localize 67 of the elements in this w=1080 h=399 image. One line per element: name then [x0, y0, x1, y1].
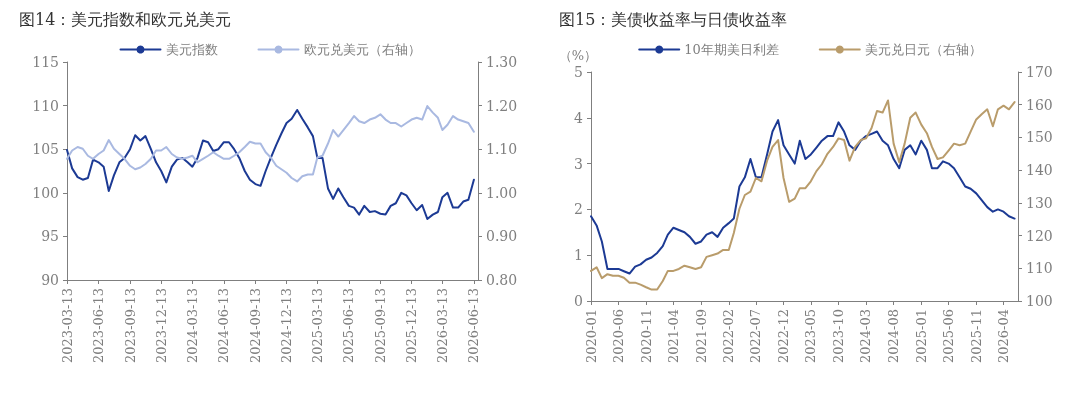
y2-tick-label: 1.00	[486, 184, 518, 201]
y-tick-label: 115	[32, 54, 59, 70]
y-tick-label: 5	[574, 64, 583, 80]
legend-label: 美元兑日元（右轴）	[864, 42, 982, 57]
line-series	[590, 99, 1016, 291]
x-tick-label: 2024-03	[858, 309, 874, 364]
x-tick-label: 2024-06-13	[216, 288, 232, 363]
y2-tick-label: 150	[1026, 129, 1053, 146]
x-tick-label: 2025-01	[913, 309, 929, 364]
y-tick-label: 2	[574, 201, 583, 218]
y-tick-label: 90	[41, 272, 59, 288]
x-tick-label: 2025-12-13	[404, 288, 420, 363]
y2-tick-label: 0.90	[486, 228, 518, 245]
x-tick-label: 2023-09-13	[122, 288, 138, 363]
x-tick-label: 2024-08	[886, 309, 902, 364]
y-tick-label: 100	[32, 184, 59, 201]
y2-tick-label: 0.80	[486, 272, 518, 288]
x-tick-label: 2024-03-13	[184, 288, 200, 363]
x-tick-label: 2021-04	[665, 309, 681, 364]
y2-tick-label: 120	[1026, 227, 1053, 244]
chart-title: 图15：美债收益率与日债收益率	[559, 9, 788, 29]
x-tick-label: 2025-06	[941, 309, 957, 364]
x-tick-label: 2022-02	[721, 309, 737, 364]
y-tick-label: 0	[574, 293, 583, 309]
line-series	[66, 108, 475, 220]
x-tick-label: 2023-10	[830, 309, 846, 364]
x-tick-label: 2023-03-13	[59, 288, 75, 363]
y2-tick-label: 1.10	[486, 141, 518, 158]
x-tick-label: 2022-12	[776, 309, 792, 364]
x-tick-label: 2025-09-13	[372, 288, 388, 363]
y-tick-label: 3	[574, 155, 583, 172]
y2-tick-label: 160	[1026, 96, 1053, 113]
x-tick-label: 2025-11	[968, 309, 984, 364]
legend-label: 欧元兑美元（右轴）	[303, 42, 421, 57]
x-tick-label: 2022-07	[748, 309, 764, 364]
y-tick-label: 105	[32, 141, 59, 158]
y2-tick-label: 100	[1026, 293, 1053, 309]
x-tick-label: 2026-06-13	[466, 288, 482, 363]
x-tick-label: 2025-03-13	[309, 288, 325, 363]
line-series	[66, 105, 475, 183]
x-tick-label: 2023-06-13	[91, 288, 107, 363]
x-tick-label: 2023-05	[803, 309, 819, 364]
y2-tick-label: 1.20	[486, 97, 518, 114]
line-series	[590, 119, 1016, 275]
x-tick-label: 2020-01	[583, 309, 599, 364]
y-tick-label: 1	[574, 247, 583, 264]
y2-tick-label: 1.30	[486, 54, 518, 70]
y-tick-label: 110	[32, 97, 59, 114]
y2-tick-label: 140	[1026, 162, 1053, 179]
x-tick-label: 2026-04	[996, 309, 1012, 364]
x-tick-label: 2024-12-13	[279, 288, 295, 363]
legend-label: 美元指数	[165, 42, 218, 57]
y2-tick-label: 130	[1026, 194, 1053, 211]
y-axis-title: （%）	[558, 48, 597, 63]
chart-title: 图14：美元指数和欧元兑美元	[19, 9, 232, 29]
y2-tick-label: 110	[1026, 260, 1053, 277]
x-tick-label: 2021-09	[693, 309, 709, 364]
x-tick-label: 2025-06-13	[341, 288, 357, 363]
x-tick-label: 2020-06	[610, 309, 626, 364]
x-tick-label: 2026-03-13	[434, 288, 450, 363]
y2-tick-label: 170	[1026, 64, 1053, 80]
x-tick-label: 2024-09-13	[247, 288, 263, 363]
y-tick-label: 4	[574, 109, 584, 126]
x-tick-label: 2020-11	[638, 309, 654, 364]
x-tick-label: 2023-12-13	[153, 288, 169, 363]
legend-label: 10年期美日利差	[684, 42, 779, 57]
y-tick-label: 95	[41, 228, 59, 245]
